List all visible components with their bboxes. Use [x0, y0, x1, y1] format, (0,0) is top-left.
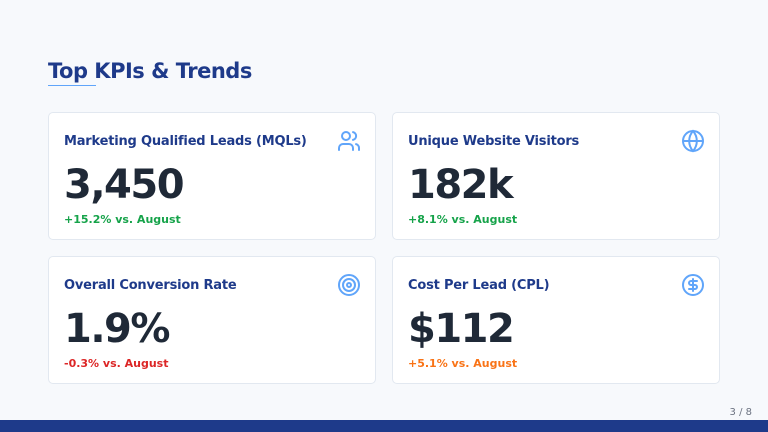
- page-title: Top KPIs & Trends: [48, 59, 252, 83]
- kpi-value: 182k: [408, 162, 514, 208]
- kpi-label: Cost Per Lead (CPL): [408, 278, 550, 293]
- title-underline: [48, 85, 96, 86]
- footer-bar: [0, 420, 768, 432]
- kpi-card-mqls: Marketing Qualified Leads (MQLs) 3,450 +…: [48, 112, 376, 240]
- globe-icon: [682, 129, 704, 153]
- kpi-change: +15.2% vs. August: [64, 213, 181, 226]
- page-indicator: 3 / 8: [729, 407, 752, 418]
- dollar-circle-icon: [682, 274, 704, 296]
- kpi-card-cpl: Cost Per Lead (CPL) $112 +5.1% vs. Augus…: [392, 256, 720, 384]
- target-icon: [338, 274, 360, 296]
- kpi-value: 1.9%: [64, 306, 170, 352]
- kpi-change: +5.1% vs. August: [408, 357, 518, 370]
- kpi-label: Marketing Qualified Leads (MQLs): [64, 134, 307, 149]
- kpi-value: 3,450: [64, 162, 185, 208]
- kpi-label: Overall Conversion Rate: [64, 278, 237, 293]
- kpi-card-conversion: Overall Conversion Rate 1.9% -0.3% vs. A…: [48, 256, 376, 384]
- kpi-change: +8.1% vs. August: [408, 213, 518, 226]
- kpi-change: -0.3% vs. August: [64, 357, 169, 370]
- kpi-value: $112: [408, 306, 515, 352]
- kpi-card-visitors: Unique Website Visitors 182k +8.1% vs. A…: [392, 112, 720, 240]
- users-icon: [338, 131, 361, 151]
- kpi-label: Unique Website Visitors: [408, 134, 580, 149]
